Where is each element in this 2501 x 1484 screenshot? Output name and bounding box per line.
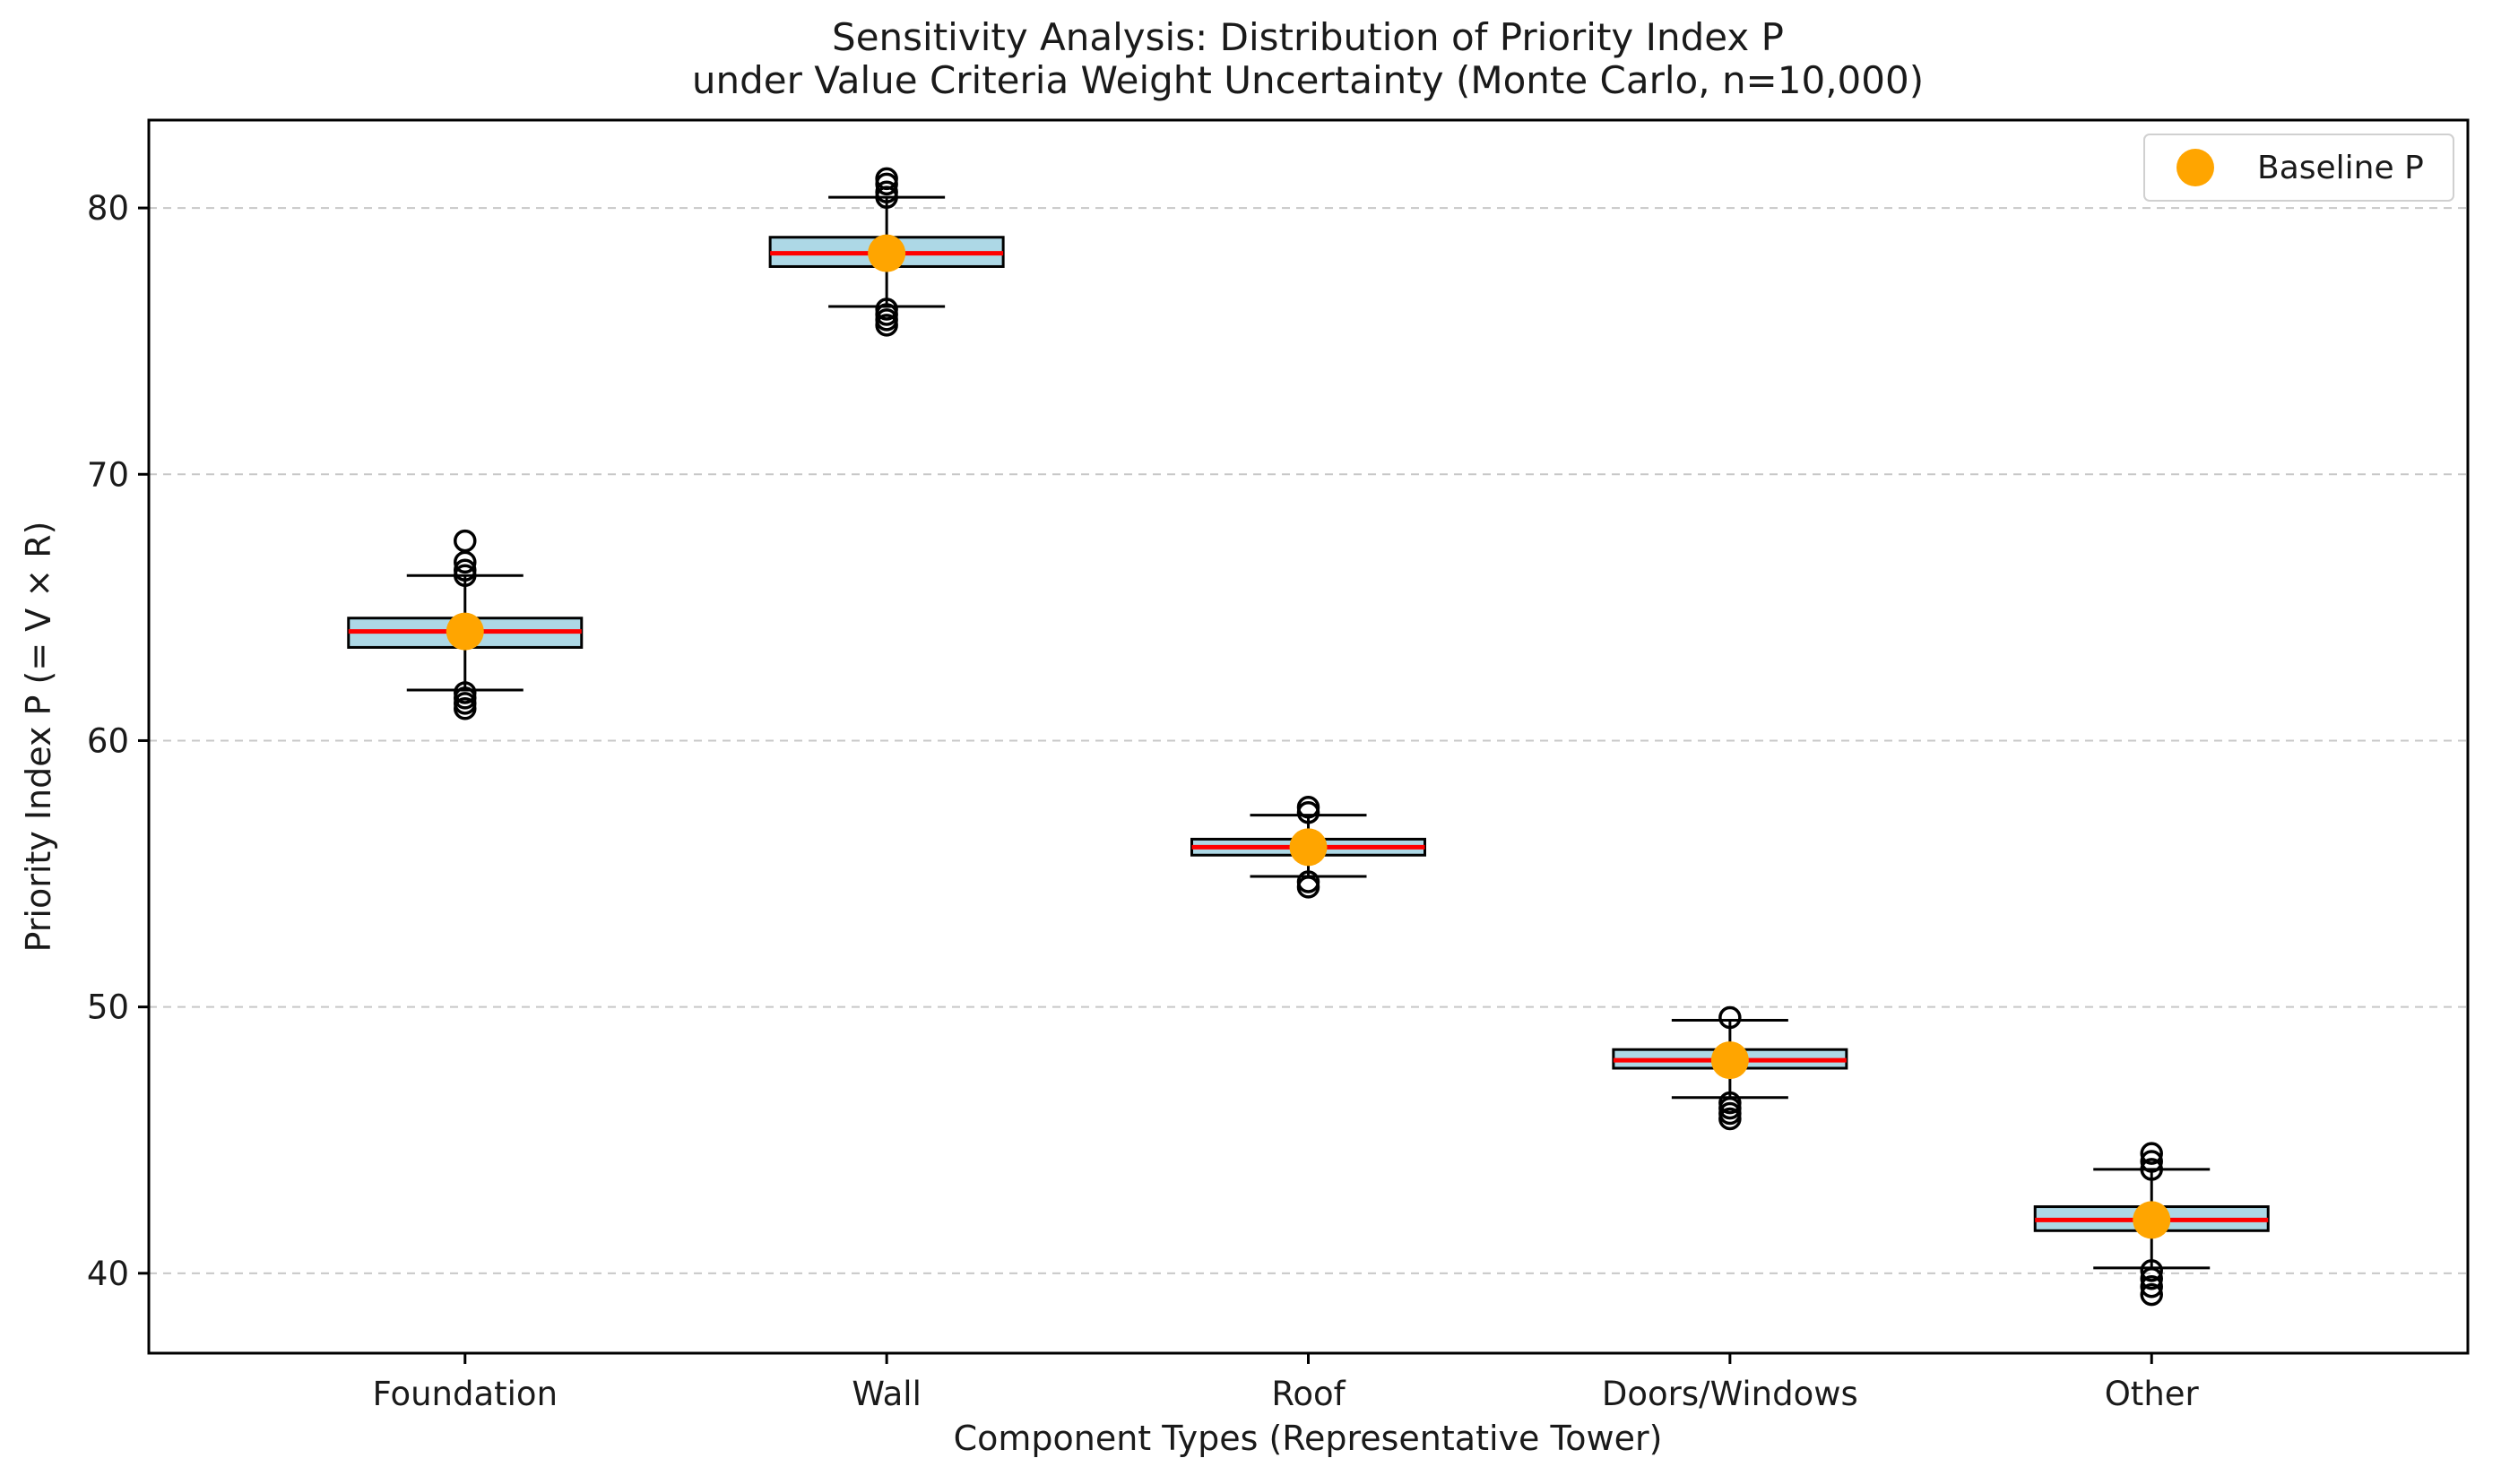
outlier-point <box>2140 1259 2163 1282</box>
outlier-point <box>454 529 477 553</box>
outlier-point <box>875 298 898 321</box>
chart-title-line-1: Sensitivity Analysis: Distribution of Pr… <box>832 15 1784 59</box>
y-tick-label: 70 <box>87 455 129 494</box>
y-tick-label: 50 <box>87 988 129 1027</box>
y-tick-label: 80 <box>87 189 129 228</box>
box-group <box>347 529 584 720</box>
y-axis-label: Priority Index P (= V × R) <box>19 522 58 953</box>
outlier-point <box>2140 1274 2163 1298</box>
outlier-point <box>875 180 898 203</box>
baseline-marker <box>446 612 484 651</box>
outlier-point <box>2140 1142 2163 1165</box>
legend-frame <box>2143 134 2454 202</box>
chart-title-line-2: under Value Criteria Weight Uncertainty … <box>692 58 1924 102</box>
outlier-point <box>2140 1150 2163 1173</box>
outlier-point <box>454 550 477 574</box>
x-tick-label: Wall <box>852 1375 921 1413</box>
y-tick-label: 40 <box>87 1255 129 1293</box>
x-tick-label: Doors/Windows <box>1602 1375 1858 1413</box>
outlier-point <box>2140 1267 2163 1290</box>
outlier-point <box>1296 870 1320 893</box>
baseline-marker <box>1289 828 1328 867</box>
outlier-point <box>2140 1282 2163 1307</box>
box-group <box>768 167 1005 337</box>
box-group <box>1612 1005 1848 1131</box>
x-tick-label: Foundation <box>372 1375 558 1413</box>
outlier-point <box>1718 1005 1742 1030</box>
baseline-marker <box>2133 1201 2171 1239</box>
outlier-point <box>454 681 477 704</box>
box-group <box>2033 1142 2270 1307</box>
x-axis-ticks: Foundation Wall Roof Doors/Windows Other <box>372 1353 2200 1413</box>
baseline-marker <box>868 234 906 272</box>
box-series <box>347 167 2270 1307</box>
x-tick-label: Other <box>2105 1375 2200 1413</box>
legend-label-baseline: Baseline P <box>2257 150 2424 186</box>
x-axis-label: Component Types (Representative Tower) <box>954 1419 1663 1458</box>
box-group <box>1190 796 1426 899</box>
baseline-marker <box>1710 1041 1749 1080</box>
legend: Baseline P <box>2143 134 2454 202</box>
legend-baseline-marker <box>2176 149 2214 186</box>
gridlines <box>149 207 2468 1274</box>
outlier-point <box>1718 1091 1742 1115</box>
outlier-point <box>875 167 898 191</box>
y-tick-label: 60 <box>87 721 129 760</box>
outlier-point <box>2140 1158 2163 1181</box>
y-axis-ticks: 40 50 60 70 80 <box>87 189 149 1293</box>
x-tick-label: Roof <box>1271 1375 1346 1413</box>
outlier-point <box>1296 796 1320 819</box>
outlier-point <box>454 558 477 582</box>
